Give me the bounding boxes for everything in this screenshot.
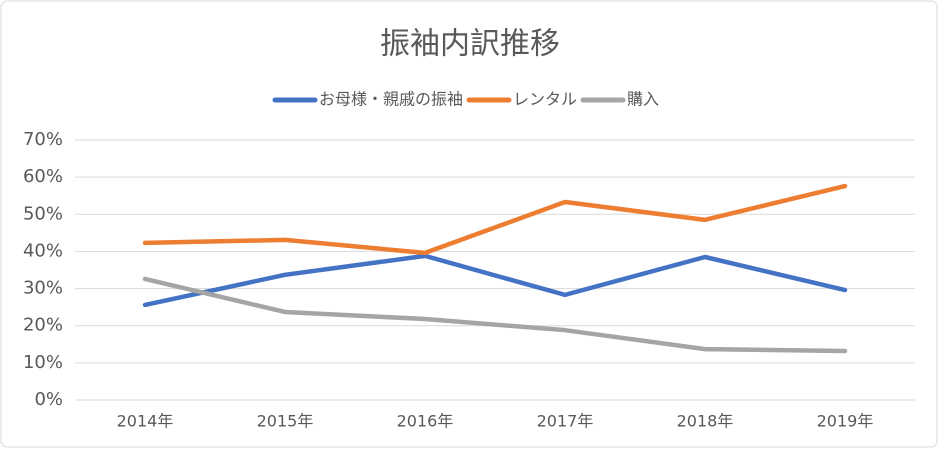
series-line (142, 253, 848, 308)
y-tick-label: 10% (23, 352, 63, 373)
legend-label: レンタル (513, 90, 577, 109)
legend-label: お母様・親戚の振袖 (319, 90, 463, 109)
x-tick-label: 2019年 (817, 412, 874, 431)
chart-title: 振袖内訳推移 (380, 27, 560, 62)
y-tick-label: 50% (23, 203, 63, 224)
x-tick-label: 2017年 (537, 412, 594, 431)
series-line (142, 276, 848, 354)
y-tick-label: 20% (23, 315, 63, 336)
series-line (142, 183, 848, 256)
x-tick-label: 2014年 (117, 412, 174, 431)
x-tick-label: 2016年 (397, 412, 454, 431)
y-tick-label: 40% (23, 240, 63, 261)
x-tick-label: 2015年 (257, 412, 314, 431)
y-tick-label: 60% (23, 166, 63, 187)
y-tick-label: 30% (23, 278, 63, 299)
y-tick-label: 70% (23, 129, 63, 150)
y-tick-label: 0% (34, 389, 63, 410)
legend-label: 購入 (627, 90, 659, 109)
x-tick-label: 2018年 (677, 412, 734, 431)
